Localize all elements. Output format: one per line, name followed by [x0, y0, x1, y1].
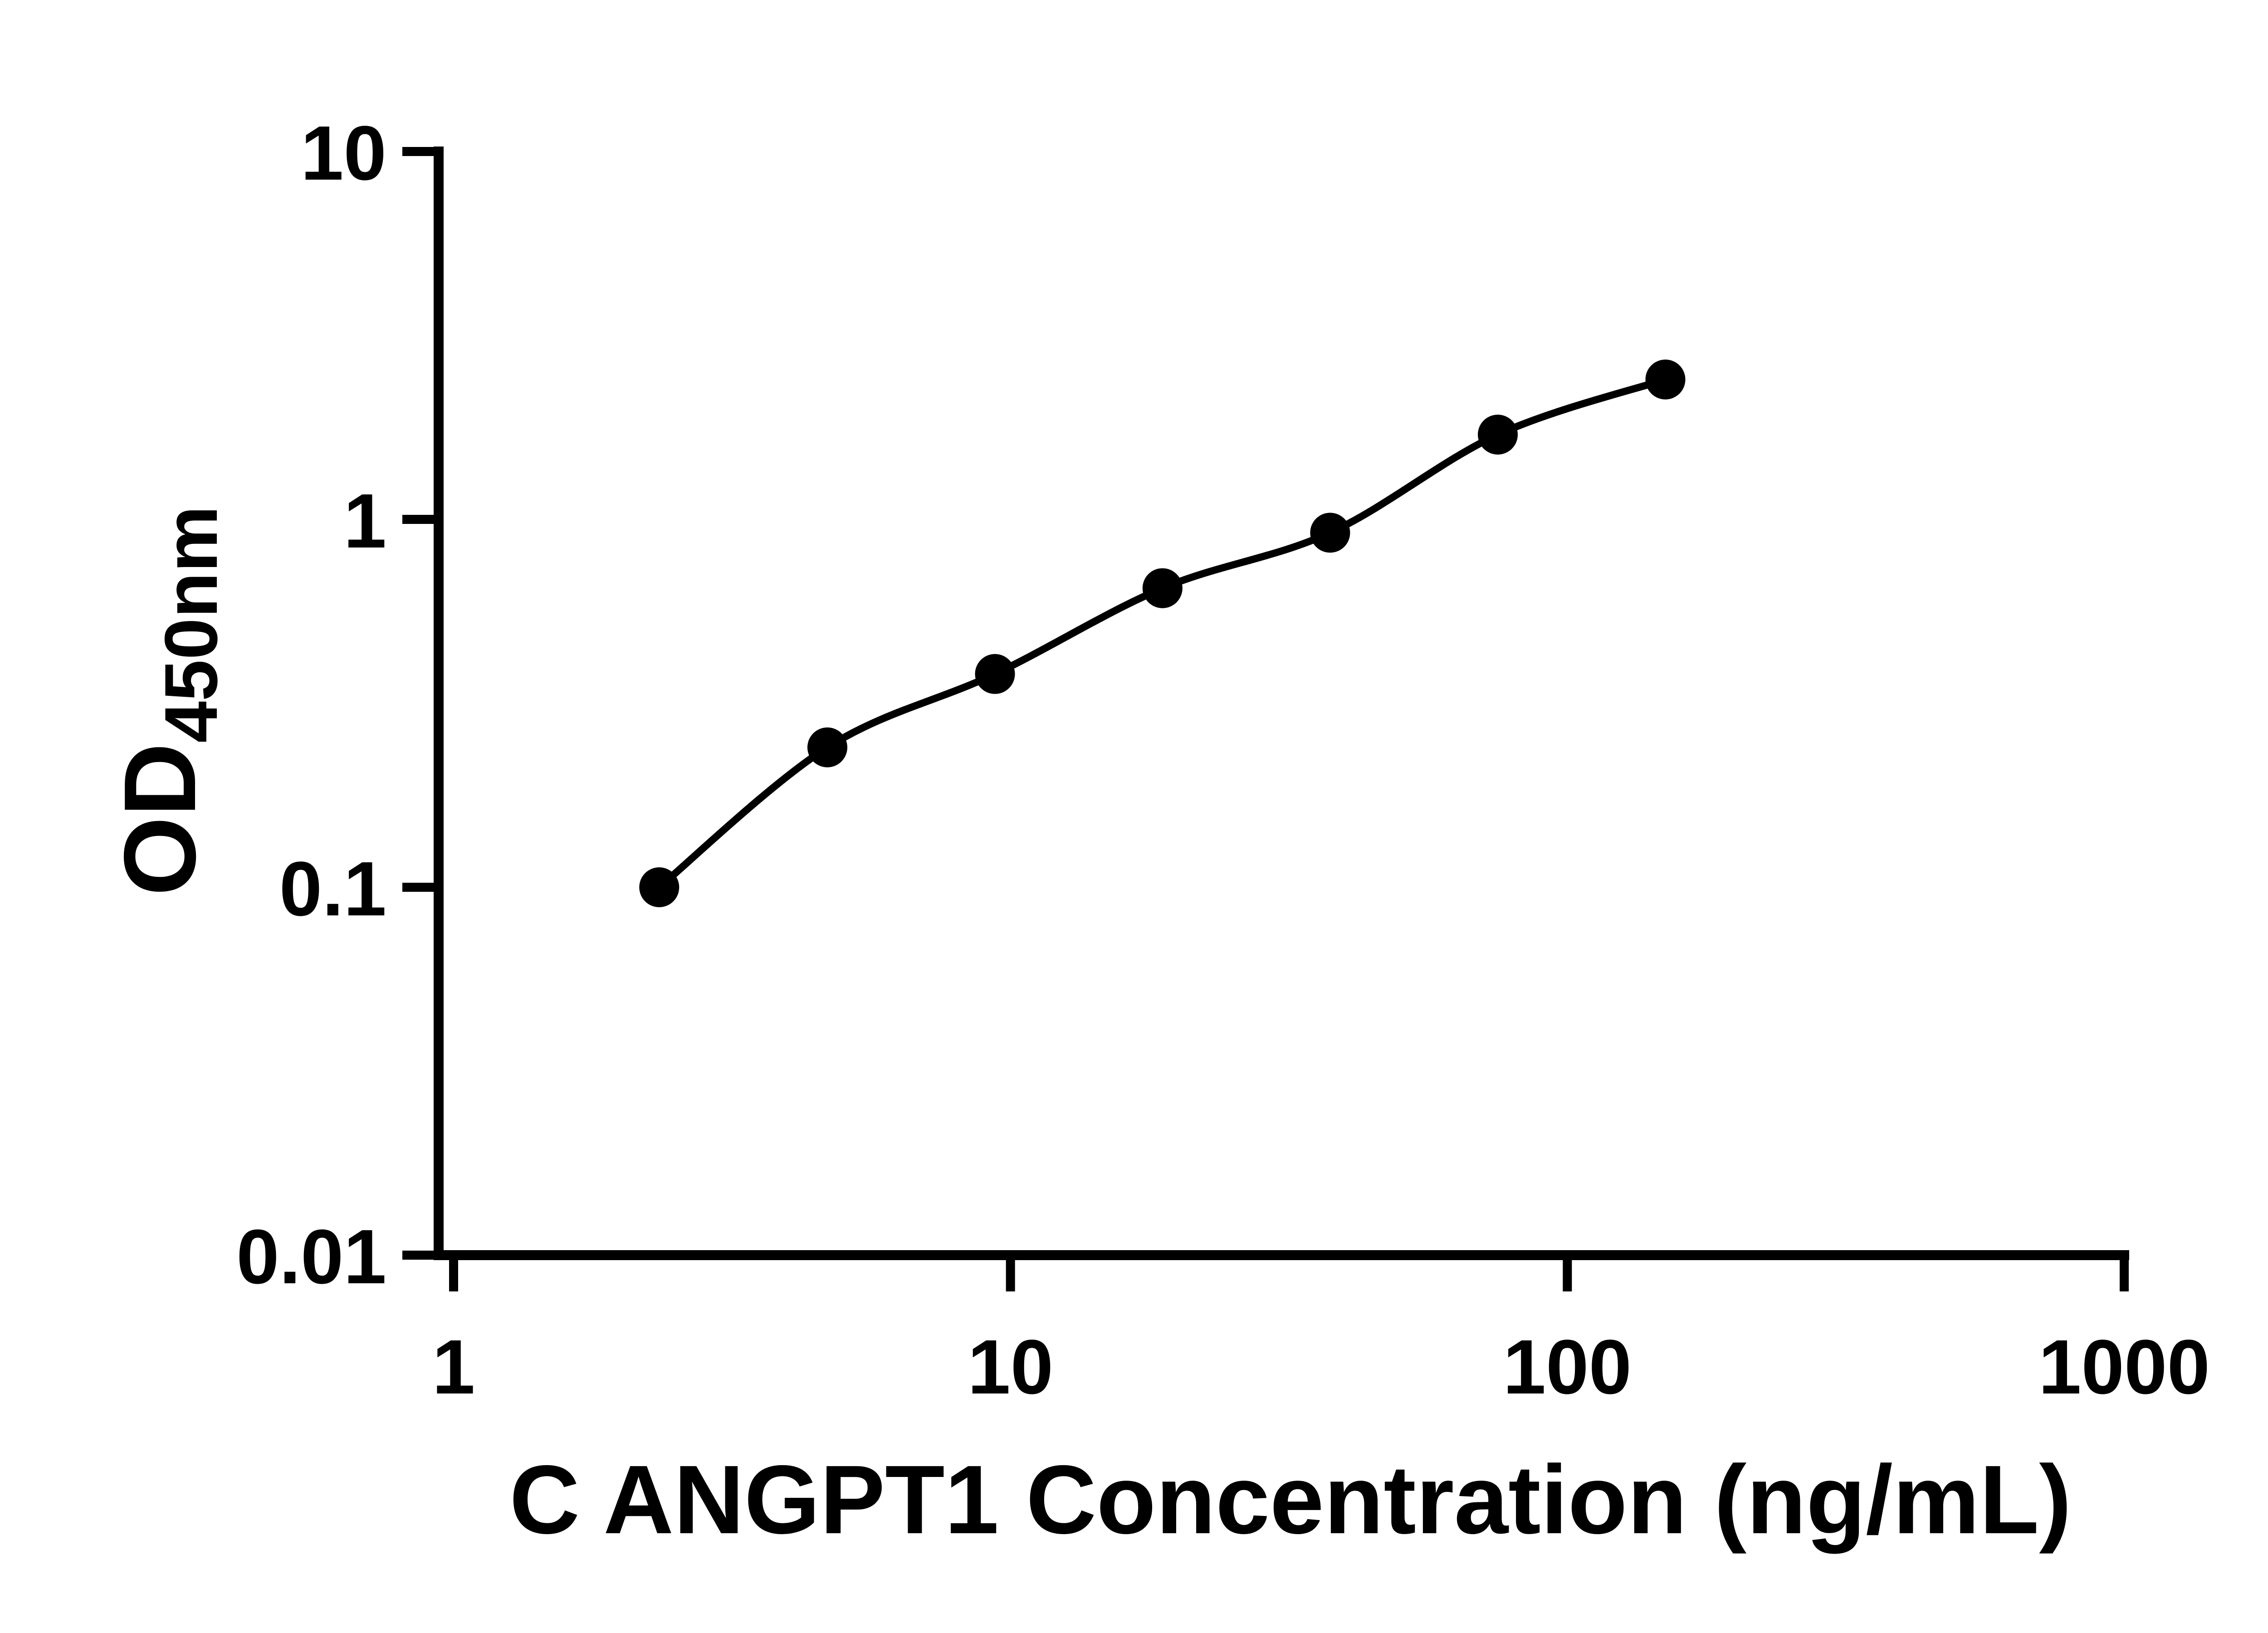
- data-point: [1142, 568, 1183, 608]
- fit-curve: [657, 376, 1667, 890]
- tick-labels-group: 0.01 0.1 1 10 1 10 100 1000: [236, 110, 2210, 1410]
- x-tick-label: 100: [1503, 1324, 1632, 1410]
- y-tick-label: 0.1: [279, 846, 386, 932]
- axes-group: [434, 147, 2129, 1260]
- y-axis-title-sub: 450nm: [149, 506, 233, 743]
- x-tick-label: 1000: [2038, 1324, 2210, 1410]
- y-axis-title-text: OD450nm: [103, 506, 233, 896]
- y-tick-label: 0.01: [236, 1214, 386, 1300]
- x-axis-title: C ANGPT1 Concentration (ng/mL): [509, 1445, 2072, 1554]
- data-point: [1645, 359, 1686, 400]
- y-axis-title: OD450nm: [103, 506, 233, 896]
- x-tick-label: 1: [432, 1324, 475, 1410]
- data-point: [639, 867, 679, 907]
- y-axis-title-main: OD: [103, 743, 217, 896]
- y-tick-label: 10: [301, 110, 386, 196]
- data-point: [807, 727, 847, 768]
- series-group: [639, 359, 1686, 907]
- data-point: [1310, 513, 1350, 553]
- y-tick-label: 1: [343, 478, 386, 564]
- x-tick-label: 10: [968, 1324, 1053, 1410]
- data-point: [1478, 415, 1518, 455]
- data-point: [975, 654, 1015, 694]
- ticks-group: [402, 147, 2129, 1291]
